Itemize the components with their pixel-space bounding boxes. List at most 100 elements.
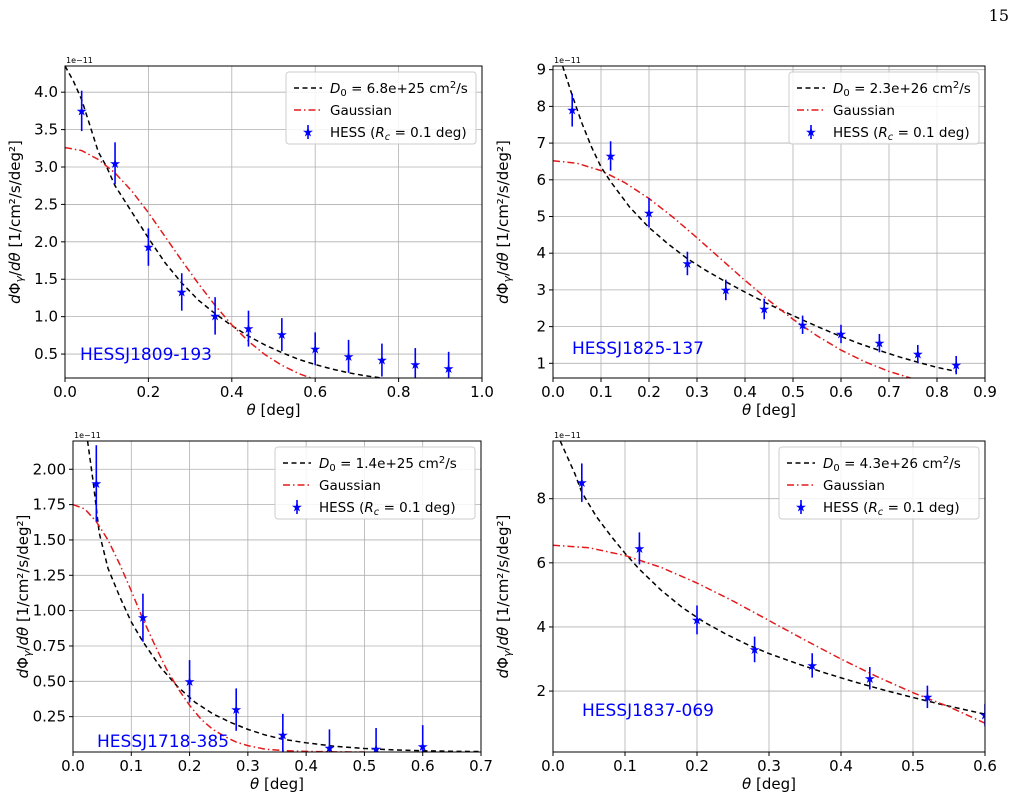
plot-area: ★ ★ ★ ★ ★ ★ ★ ★ (73, 441, 481, 756)
y-tick-label: 1.5 (34, 270, 58, 288)
data-point-star: ★ (176, 285, 188, 300)
y-axis-title: dΦγ/dθ [1/cm²/s/deg²] (494, 515, 514, 679)
y-tick-label: 0.5 (34, 345, 58, 363)
legend: D0 = 6.8e+25 cm2/s Gaussian ★ HESS (Rc = 0.… (285, 71, 477, 145)
x-tick-label: 0.6 (303, 383, 327, 401)
chart-panel: ★ ★ ★ ★ ★ ★ ★ ★ ★ ★ ★ 0.0 0.1 0.2 0.3 0.4 0.5 0.6 0.7 0.8 0.… (494, 56, 997, 419)
plot-area: ★ ★ ★ ★ ★ ★ ★ ★ ★ ★ ★ ★ (65, 66, 455, 378)
source-name-label: HESSJ1809-193 (80, 345, 212, 365)
data-point-star: ★ (749, 643, 761, 658)
x-tick-label: 0.3 (757, 757, 781, 775)
x-tick-label: 0.7 (877, 383, 901, 401)
data-point-star: ★ (277, 729, 289, 744)
y-axis-title: dΦγ/dθ [1/cm²/s/deg²] (494, 140, 514, 304)
legend-entry-label: HESS (Rc = 0.1 deg) (823, 500, 960, 518)
x-tick-label: 0.2 (178, 757, 202, 775)
legend-box (778, 446, 980, 520)
page-number: 15 (988, 6, 1009, 25)
y-tick-label: 9 (536, 61, 546, 79)
x-tick-label: 0.4 (733, 383, 757, 401)
data-point-star: ★ (443, 362, 455, 377)
chart-panel: ★ ★ ★ ★ ★ ★ ★ ★ 0.0 0.1 0.2 0.3 0.4 0.5 0.6 0.7 0.25 0.50… (14, 431, 493, 793)
legend-entry-label: HESS (Rc = 0.1 deg) (319, 500, 456, 518)
plot-area: ★ ★ ★ ★ ★ ★ ★ ★ ★ ★ ★ (553, 66, 962, 378)
y-tick-label: 2 (536, 682, 546, 700)
data-point-star: ★ (90, 477, 102, 492)
y-tick-label: 3.0 (34, 158, 58, 176)
legend-marker-star: ★ (795, 501, 807, 516)
x-tick-label: 0.2 (685, 757, 709, 775)
diffusion-model-curve (65, 66, 388, 378)
legend-marker-star: ★ (805, 126, 817, 141)
y-tick-label: 3 (536, 281, 546, 299)
legend-entry-label: D0 = 4.3e+26 cm2/s (823, 455, 961, 474)
x-tick-label: 0.5 (352, 757, 376, 775)
axis-offset-text: 1e−11 (74, 431, 101, 440)
x-tick-label: 0.0 (541, 383, 565, 401)
legend-entry-label: D0 = 1.4e+25 cm2/s (319, 455, 457, 474)
x-tick-label: 1.0 (470, 383, 494, 401)
data-point-star: ★ (309, 342, 321, 357)
x-tick-label: 0.0 (61, 757, 85, 775)
y-tick-label: 1 (536, 354, 546, 372)
legend-entry-label: HESS (Rc = 0.1 deg) (330, 125, 467, 143)
x-tick-label: 0.6 (829, 383, 853, 401)
legend-entry-label: Gaussian (833, 103, 895, 119)
data-point-star: ★ (243, 322, 255, 337)
data-point-star: ★ (184, 675, 196, 690)
y-tick-label: 1.25 (33, 566, 66, 584)
data-point-star: ★ (643, 206, 655, 221)
data-point-star: ★ (109, 157, 121, 172)
y-tick-label: 1.50 (33, 531, 66, 549)
x-tick-label: 0.4 (829, 757, 853, 775)
legend-box (274, 446, 476, 520)
legend: D0 = 4.3e+26 cm2/s Gaussian ★ HESS (Rc = 0.… (778, 446, 980, 520)
x-tick-label: 0.3 (236, 757, 260, 775)
gaussian-curve (65, 146, 314, 378)
legend-entry-label: Gaussian (330, 103, 392, 119)
data-point-star: ★ (682, 257, 694, 272)
data-point-star: ★ (576, 476, 588, 491)
legend-marker-star: ★ (291, 501, 303, 516)
y-tick-label: 1.00 (33, 602, 66, 620)
data-point-star: ★ (209, 309, 221, 324)
axes-frame (552, 65, 986, 379)
y-tick-label: 2.5 (34, 195, 58, 213)
axes-frame (64, 65, 483, 379)
y-tick-label: 8 (536, 97, 546, 115)
data-point-star: ★ (137, 611, 149, 626)
chart-panel: ★ ★ ★ ★ ★ ★ ★ ★ ★ ★ ★ ★ 0.0 0.2 0.4 0.6 0.8 1.0 0.5 1.0 1.5 2… (6, 56, 494, 419)
y-tick-label: 0.75 (33, 637, 66, 655)
x-axis-title: θ [deg] (247, 401, 301, 419)
data-point-star: ★ (634, 542, 646, 557)
axis-offset-text: 1e−11 (554, 56, 581, 65)
data-point-star: ★ (230, 703, 242, 718)
data-point-star: ★ (720, 283, 732, 298)
y-tick-label: 3.5 (34, 121, 58, 139)
data-point-star: ★ (324, 741, 336, 756)
data-point-star: ★ (912, 348, 924, 363)
y-tick-label: 4 (536, 618, 546, 636)
source-name-label: HESSJ1837-069 (582, 701, 714, 721)
y-tick-label: 4 (536, 244, 546, 262)
x-axis-title: θ [deg] (250, 775, 304, 793)
source-name-label: HESSJ1825-137 (572, 339, 704, 359)
data-point-star: ★ (76, 104, 88, 119)
x-tick-label: 0.3 (685, 383, 709, 401)
gaussian-curve (553, 544, 985, 724)
data-point-star: ★ (950, 359, 962, 374)
x-tick-label: 0.1 (119, 757, 143, 775)
data-point-star: ★ (343, 350, 355, 365)
x-tick-label: 0.5 (901, 757, 925, 775)
legend-entry-label: Gaussian (319, 478, 381, 494)
x-tick-label: 0.8 (387, 383, 411, 401)
data-point-star: ★ (566, 104, 578, 119)
gaussian-curve (73, 503, 365, 752)
chart-panel: ★ ★ ★ ★ ★ ★ ★ ★ 0.0 0.1 0.2 0.3 0.4 0.5 0.6 2 4 6 8 1e−11 θ … (494, 431, 997, 793)
data-point-star: ★ (874, 337, 886, 352)
x-tick-label: 0.0 (53, 383, 77, 401)
x-tick-label: 0.4 (294, 757, 318, 775)
legend: D0 = 1.4e+25 cm2/s Gaussian ★ HESS (Rc = 0.… (274, 446, 476, 520)
data-point-star: ★ (691, 613, 703, 628)
